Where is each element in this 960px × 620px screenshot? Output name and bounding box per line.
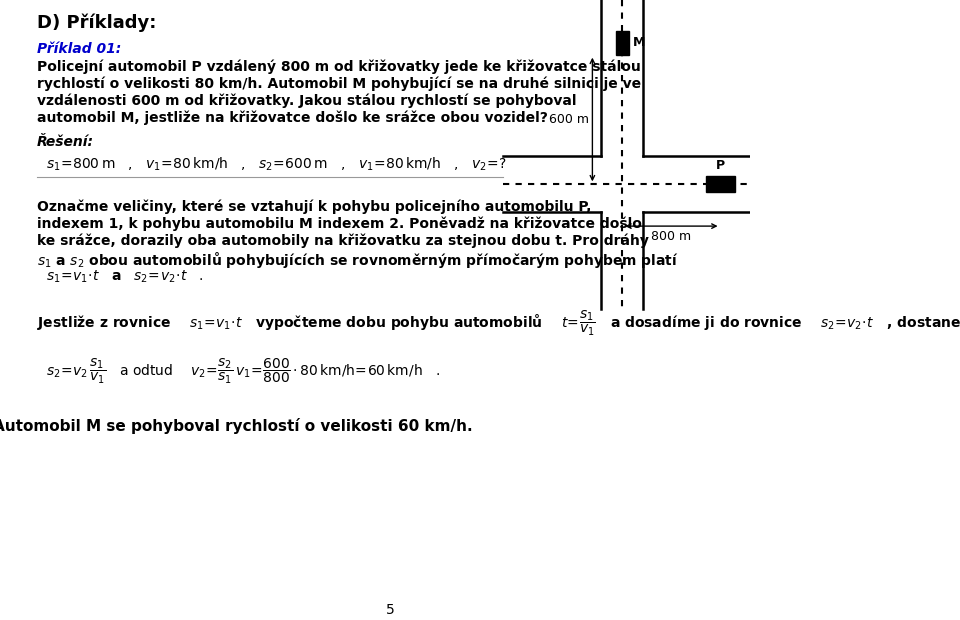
Text: P: P: [716, 159, 725, 172]
Text: M: M: [633, 37, 645, 50]
Text: 5: 5: [386, 603, 395, 617]
Text: Příklad 01:: Příklad 01:: [36, 42, 121, 56]
Text: $s_1$ a $s_2$ obou automobilů pohybujících se rovnoměrným přímočarým pohybem pla: $s_1$ a $s_2$ obou automobilů pohybující…: [36, 250, 679, 270]
Text: indexem 1, k pohybu automobilu M indexem 2. Poněvadž na křižovatce došlo: indexem 1, k pohybu automobilu M indexem…: [36, 216, 641, 231]
Text: Automobil M se pohyboval rychlostí o velikosti 60 km/h.: Automobil M se pohyboval rychlostí o vel…: [0, 418, 472, 435]
Text: Označme veličiny, které se vztahují k pohybu policejního automobilu P,: Označme veličiny, které se vztahují k po…: [36, 199, 591, 214]
Text: Policejní automobil P vzdálený 800 m od křižovatky jede ke křižovatce stálou: Policejní automobil P vzdálený 800 m od …: [36, 60, 640, 74]
Text: $s_1\!=\!v_1\!\cdot\!t$   $\mathbf{a}$   $s_2\!=\!v_2\!\cdot\!t$   .: $s_1\!=\!v_1\!\cdot\!t$ $\mathbf{a}$ $s_…: [45, 269, 204, 285]
Text: vzdálenosti 600 m od křižovatky. Jakou stálou rychlostí se pohyboval: vzdálenosti 600 m od křižovatky. Jakou s…: [36, 94, 576, 108]
Bar: [615, 31, 629, 55]
Text: D) Příklady:: D) Příklady:: [36, 14, 156, 32]
Bar: [707, 176, 734, 192]
Text: Řešení:: Řešení:: [36, 135, 93, 149]
Text: ke srážce, dorazily oba automobily na křižovatku za stejnou dobu t. Pro dráhy: ke srážce, dorazily oba automobily na kř…: [36, 233, 648, 247]
Text: 800 m: 800 m: [652, 230, 691, 243]
Text: $s_2\!=\!v_2\,\dfrac{s_1}{v_1}$   a odtud    $v_2\!=\!\dfrac{s_2}{s_1}\,v_1\!=\!: $s_2\!=\!v_2\,\dfrac{s_1}{v_1}$ a odtud …: [45, 356, 440, 386]
Text: 600 m: 600 m: [549, 113, 588, 126]
Text: automobil M, jestliže na křižovatce došlo ke srážce obou vozidel?: automobil M, jestliže na křižovatce došl…: [36, 110, 547, 125]
Text: Jestliže z rovnice    $s_1\!=\!v_1\!\cdot\!t$   vypočteme dobu pohybu automobilů: Jestliže z rovnice $s_1\!=\!v_1\!\cdot\!…: [36, 309, 960, 338]
Text: rychlostí o velikosti 80 km/h. Automobil M pohybující se na druhé silnici je ve: rychlostí o velikosti 80 km/h. Automobil…: [36, 77, 640, 91]
Text: $s_1\!=\!800\,\mathrm{m}$   ,   $v_1\!=\!80\,\mathrm{km/h}$   ,   $s_2\!=\!600\,: $s_1\!=\!800\,\mathrm{m}$ , $v_1\!=\!80\…: [45, 156, 506, 173]
